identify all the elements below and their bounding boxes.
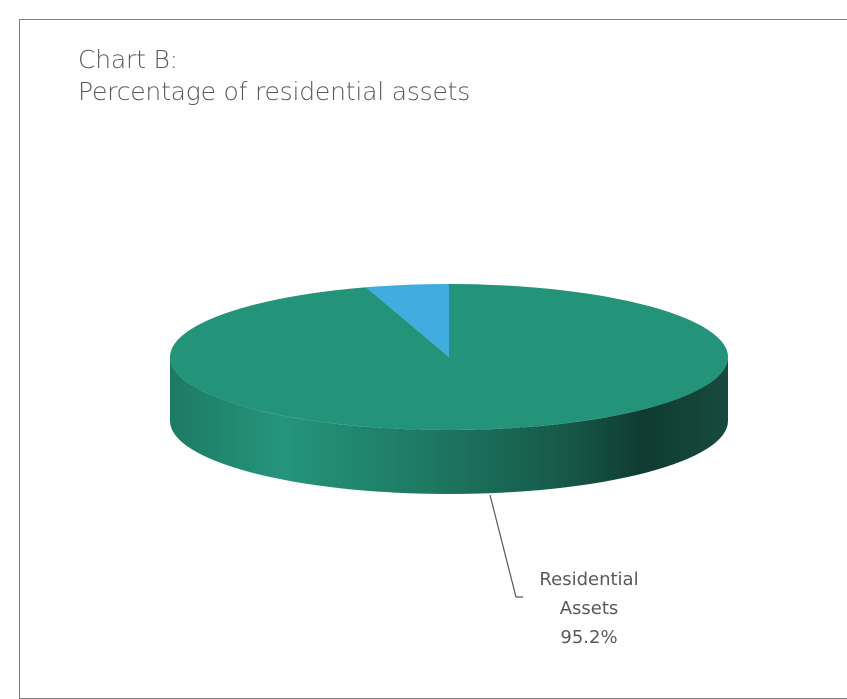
data-label-value: 95.2%	[560, 627, 617, 648]
pie-slice-other	[366, 284, 449, 357]
data-label-line2: Assets	[560, 598, 619, 619]
chart-title-line1: Chart B:	[78, 45, 178, 74]
data-label-line1: Residential	[539, 569, 638, 590]
pie-side-wall	[170, 357, 728, 494]
pie-plot-area: Residential Assets 95.2%	[170, 284, 729, 648]
data-label-leader-line	[489, 494, 523, 598]
chart-title: Chart B: Percentage of residential asset…	[78, 44, 470, 108]
chart-title-line2: Percentage of residential assets	[78, 77, 471, 106]
pie-slice-residential-assets	[170, 284, 729, 430]
pie-chart: Residential Assets 95.2%	[170, 284, 729, 648]
